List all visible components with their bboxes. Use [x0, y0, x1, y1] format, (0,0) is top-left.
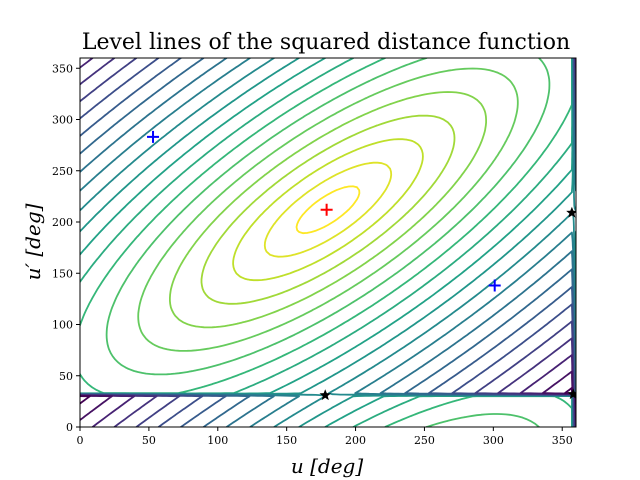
contour-lines	[80, 58, 576, 427]
y-axis-ticks: 0 50 100 150 200 250 300 350	[52, 62, 80, 434]
chart-title: Level lines of the squared distance func…	[82, 30, 570, 55]
y-axis-label: u′ [deg]	[21, 203, 45, 280]
contour-level	[80, 58, 576, 427]
star-marker	[567, 388, 576, 400]
y-tick-label: 300	[52, 114, 73, 127]
y-tick-label: 200	[52, 216, 73, 229]
y-tick-label: 350	[52, 62, 73, 75]
x-tick-label: 350	[552, 434, 573, 447]
markers	[147, 130, 576, 401]
contour-level	[137, 67, 519, 352]
contour-level	[80, 58, 576, 427]
contour-level	[263, 161, 393, 258]
plus-marker	[147, 130, 160, 143]
x-tick-label: 100	[207, 434, 228, 447]
y-tick-label: 50	[59, 370, 73, 383]
plus-marker	[320, 203, 333, 216]
x-tick-label: 250	[414, 434, 435, 447]
contour-level	[80, 58, 576, 427]
x-axis-label: u [deg]	[291, 454, 363, 478]
contour-level	[80, 58, 576, 427]
plus-marker	[488, 279, 501, 292]
contour-level	[80, 58, 576, 427]
y-tick-label: 0	[66, 421, 73, 434]
contour-level	[80, 58, 576, 427]
contour-level	[80, 58, 576, 427]
star-marker	[566, 206, 576, 218]
x-tick-label: 50	[142, 434, 156, 447]
contour-level	[200, 114, 456, 305]
contour-level	[232, 138, 424, 282]
y-tick-label: 100	[52, 319, 73, 332]
contour-level	[80, 58, 576, 427]
star-marker	[319, 389, 331, 401]
contour-level	[80, 58, 576, 427]
x-tick-label: 300	[483, 434, 504, 447]
contour-level	[80, 58, 576, 427]
x-tick-label: 200	[345, 434, 366, 447]
contour-level	[80, 58, 576, 427]
x-tick-label: 150	[276, 434, 297, 447]
x-tick-label: 0	[77, 434, 84, 447]
plot-frame	[79, 57, 577, 428]
x-axis-ticks: 0 50 100 150 200 250 300 350	[77, 427, 573, 447]
contour-level	[169, 91, 487, 329]
y-tick-label: 250	[52, 165, 73, 178]
contour-level	[295, 185, 361, 235]
contour-level	[80, 58, 576, 427]
y-tick-label: 150	[52, 267, 73, 280]
contour-level	[80, 58, 576, 427]
